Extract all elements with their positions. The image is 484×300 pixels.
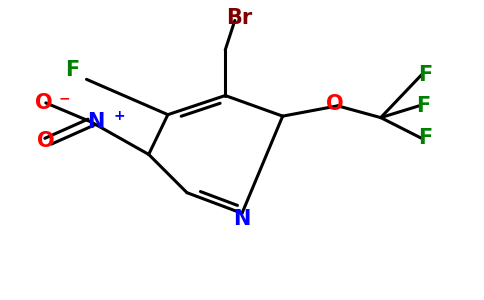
Text: O: O — [327, 94, 344, 114]
Text: F: F — [65, 61, 79, 80]
Text: −: − — [58, 92, 70, 106]
Text: F: F — [418, 65, 432, 85]
Text: Br: Br — [227, 8, 253, 28]
Text: O: O — [35, 93, 52, 113]
Text: N: N — [233, 208, 251, 229]
Text: F: F — [418, 128, 432, 148]
Text: F: F — [416, 96, 430, 116]
Text: +: + — [113, 109, 125, 123]
Text: N: N — [88, 112, 105, 132]
Text: O: O — [37, 131, 55, 151]
